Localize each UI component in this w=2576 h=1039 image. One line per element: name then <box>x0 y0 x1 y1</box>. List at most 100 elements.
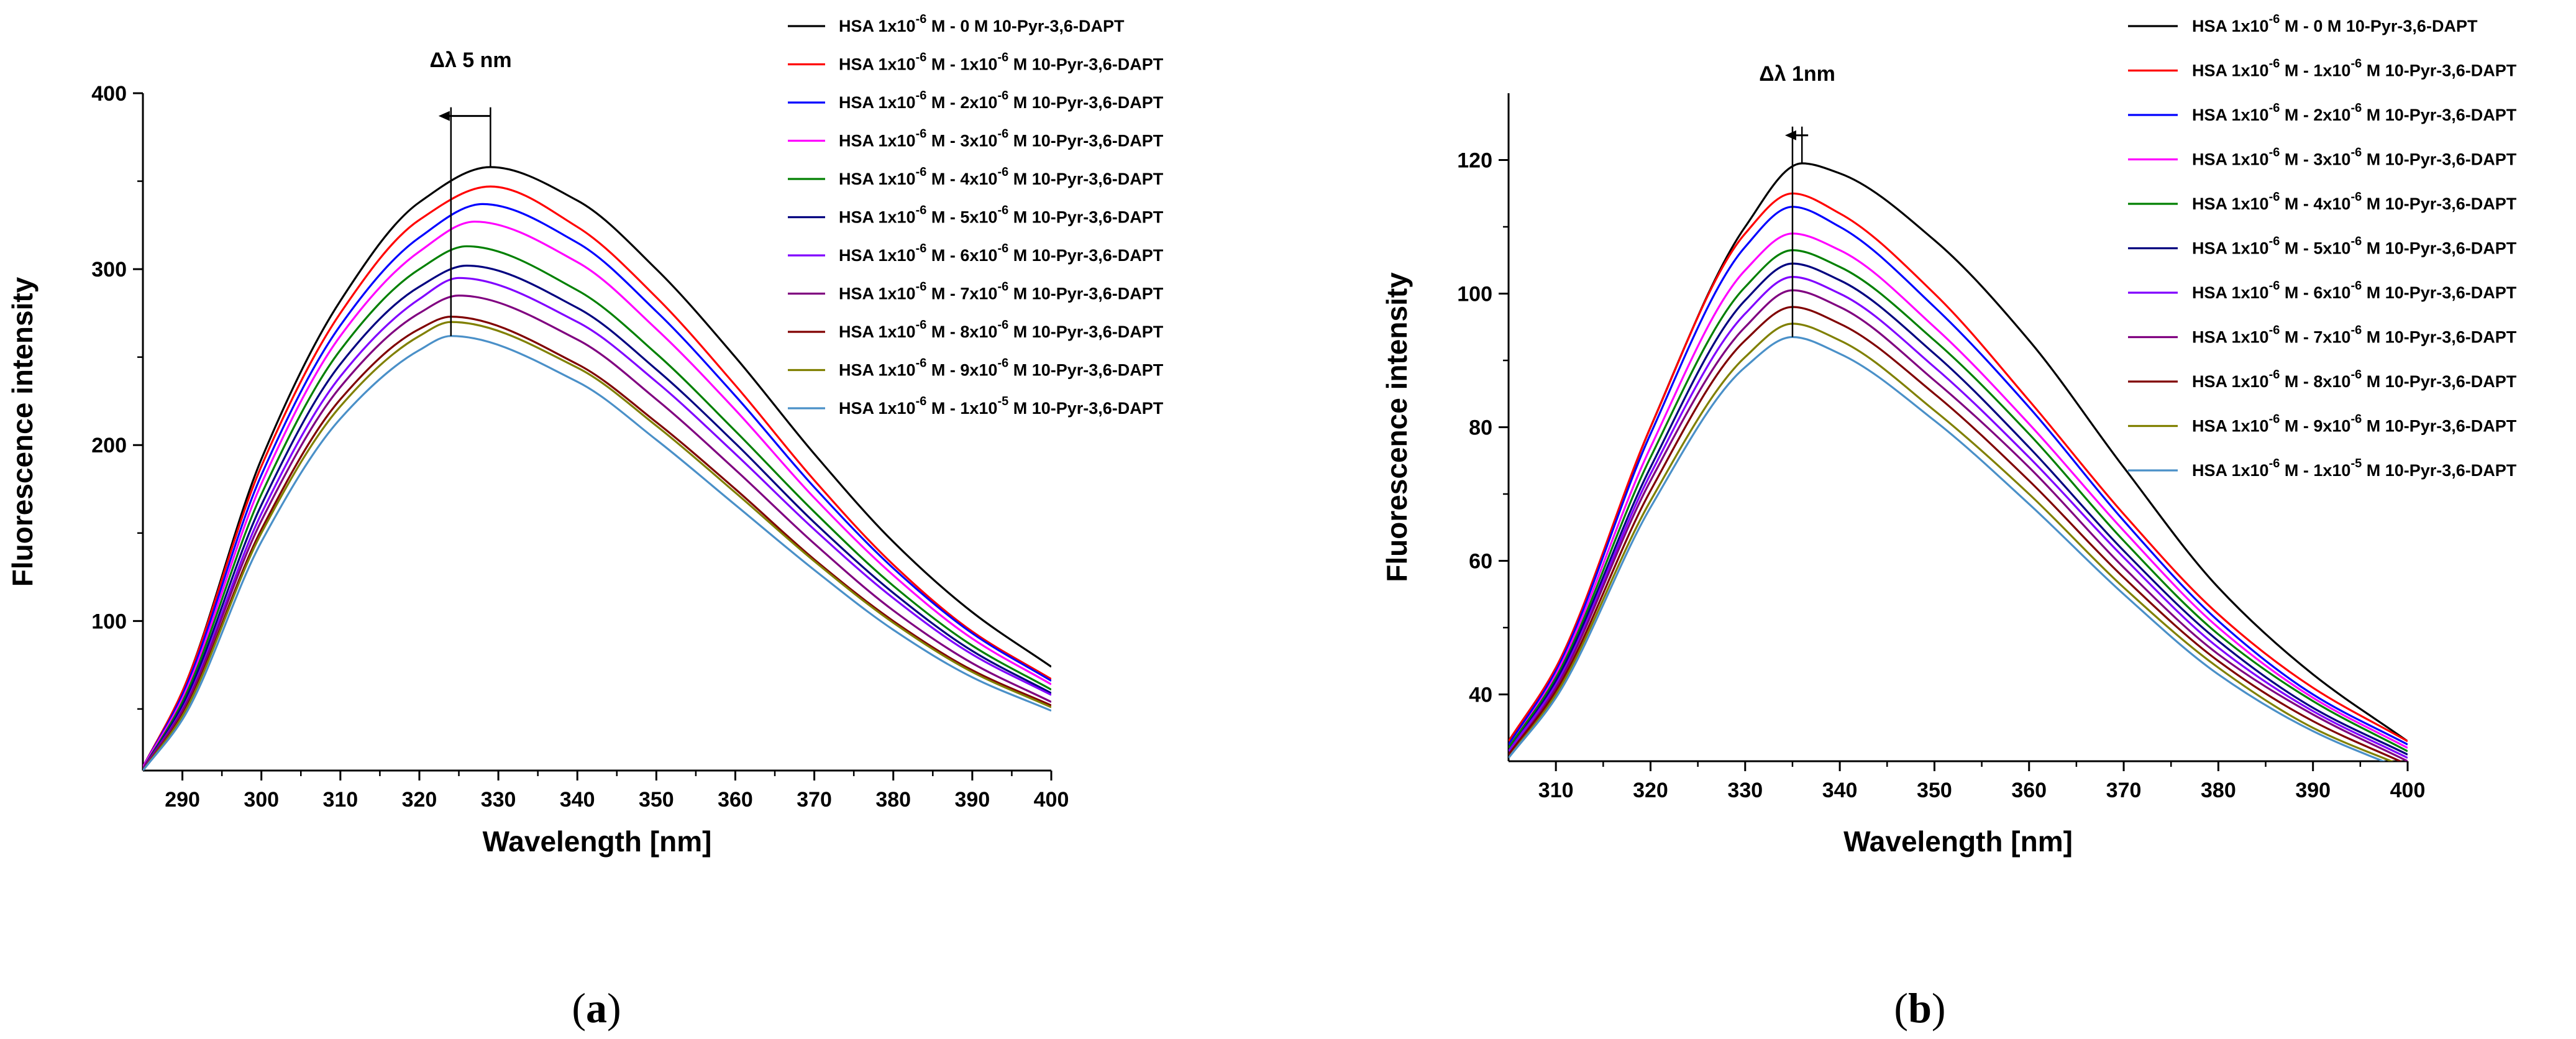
legend-exponent-a: -6 <box>916 51 927 65</box>
legend-label-a-5: HSA 1x10-6 M - 5x10-6 M 10-Pyr-3,6-DAPT <box>839 204 1164 227</box>
panel-label-letter-a: a <box>586 984 607 1032</box>
x-tick-label-b: 350 <box>1917 779 1952 802</box>
legend-text-part-a: M 10-Pyr-3,6-DAPT <box>1008 323 1164 341</box>
legend-label-a-4: HSA 1x10-6 M - 4x10-6 M 10-Pyr-3,6-DAPT <box>839 165 1164 188</box>
legend-text-part-a: M - 1x10 <box>926 399 997 418</box>
x-tick-label-b: 400 <box>2390 779 2426 802</box>
legend-text-part-b: M 10-Pyr-3,6-DAPT <box>2362 372 2517 391</box>
legend-text-part-b: M 10-Pyr-3,6-DAPT <box>2362 328 2517 347</box>
legend-exponent-a: -6 <box>916 318 927 332</box>
y-axis-title-b: Fluorescence intensity <box>1381 272 1413 582</box>
legend-text-part-b: HSA 1x10 <box>2192 106 2269 124</box>
legend-text-part-a: M - 5x10 <box>926 208 997 227</box>
legend-label-a-9: HSA 1x10-6 M - 9x10-6 M 10-Pyr-3,6-DAPT <box>839 357 1164 380</box>
legend-exponent-a: -6 <box>916 204 927 217</box>
x-tick-label-b: 360 <box>2011 779 2047 802</box>
series-line-a-7 <box>143 295 1051 770</box>
x-tick-label-a: 400 <box>1034 788 1069 812</box>
legend-exponent-b: -6 <box>2350 279 2362 293</box>
legend-label-b-3: HSA 1x10-6 M - 3x10-6 M 10-Pyr-3,6-DAPT <box>2192 146 2517 169</box>
legend-label-a-0: HSA 1x10-6 M - 0 M 10-Pyr-3,6-DAPT <box>839 12 1125 35</box>
series-line-b-7 <box>1509 289 2408 761</box>
x-tick-label-a: 320 <box>402 788 437 812</box>
legend-exponent-a: -6 <box>916 89 927 103</box>
legend-exponent-a: -6 <box>997 89 1008 103</box>
panel-label-a: (a) <box>572 984 621 1032</box>
x-tick-label-b: 320 <box>1633 779 1668 802</box>
series-line-a-9 <box>143 321 1051 771</box>
legend-text-part-a: HSA 1x10 <box>839 132 916 150</box>
legend-exponent-a: -6 <box>997 242 1008 255</box>
legend-text-part-b: HSA 1x10 <box>2192 372 2269 391</box>
panel-label-open-b: ( <box>1894 984 1908 1032</box>
legend-text-part-a: M - 7x10 <box>926 285 997 303</box>
y-tick-label-b: 60 <box>1469 550 1492 574</box>
legend-text-part-b: HSA 1x10 <box>2192 328 2269 347</box>
series-line-b-5 <box>1509 262 2408 756</box>
legend-text-part-a: HSA 1x10 <box>839 399 916 418</box>
legend-label-b-8: HSA 1x10-6 M - 8x10-6 M 10-Pyr-3,6-DAPT <box>2192 368 2517 391</box>
legend-exponent-b: -5 <box>2350 457 2362 470</box>
y-tick-label-b: 120 <box>1457 149 1492 173</box>
x-tick-label-b: 330 <box>1727 779 1763 802</box>
legend-exponent-b: -6 <box>2269 12 2280 26</box>
x-tick-label-a: 390 <box>955 788 990 812</box>
y-tick-label-a: 300 <box>91 258 127 281</box>
legend-exponent-a: -6 <box>916 12 927 26</box>
panel-label-letter-b: b <box>1908 984 1932 1032</box>
legend-text-part-a: M 10-Pyr-3,6-DAPT <box>1008 55 1164 74</box>
legend-exponent-b: -6 <box>2269 146 2280 160</box>
legend-text-part-a: HSA 1x10 <box>839 208 916 227</box>
legend-label-b-9: HSA 1x10-6 M - 9x10-6 M 10-Pyr-3,6-DAPT <box>2192 413 2517 436</box>
panel-a-chart: 290 300 310 320 330 340 350 360 370 380 390 400 100 2… <box>6 12 1164 1032</box>
legend-text-part-b: HSA 1x10 <box>2192 283 2269 302</box>
series-line-a-8 <box>143 316 1051 771</box>
legend-exponent-a: -6 <box>916 395 927 408</box>
legend-exponent-a: -6 <box>997 357 1008 370</box>
legend-text-part-b: M 10-Pyr-3,6-DAPT <box>2362 283 2517 302</box>
legend-text-part-a: M 10-Pyr-3,6-DAPT <box>1008 93 1164 112</box>
legend-text-part-b: HSA 1x10 <box>2192 195 2269 213</box>
panel-label-open-a: ( <box>572 984 586 1032</box>
y-tick-label-a: 200 <box>91 434 127 457</box>
legend-label-b-10: HSA 1x10-6 M - 1x10-5 M 10-Pyr-3,6-DAPT <box>2192 457 2517 480</box>
legend-exponent-b: -6 <box>2350 413 2362 426</box>
legend-text-part-b: HSA 1x10 <box>2192 239 2269 258</box>
legend-exponent-b: -6 <box>2350 190 2362 204</box>
x-axis-title-a: Wavelength [nm] <box>483 825 712 858</box>
series-line-a-6 <box>143 277 1051 770</box>
y-tick-label-a: 100 <box>91 610 127 633</box>
legend-exponent-b: -6 <box>2350 324 2362 337</box>
legend-text-part-a: M - 6x10 <box>926 246 997 265</box>
legend-text-part-a: M 10-Pyr-3,6-DAPT <box>1008 361 1164 380</box>
x-tick-label-a: 310 <box>322 788 358 812</box>
series-line-b-6 <box>1509 276 2408 759</box>
legend-exponent-a: -6 <box>916 357 927 370</box>
legend-text-part-b: M - 3x10 <box>2280 150 2350 169</box>
legend-text-part-b: M 10-Pyr-3,6-DAPT <box>2362 417 2517 436</box>
legend-label-b-2: HSA 1x10-6 M - 2x10-6 M 10-Pyr-3,6-DAPT <box>2192 101 2517 124</box>
legend-text-part-a: HSA 1x10 <box>839 246 916 265</box>
legend-exponent-a: -6 <box>997 127 1008 141</box>
series-line-a-10 <box>143 335 1051 771</box>
x-tick-label-b: 380 <box>2201 779 2236 802</box>
legend-text-part-a: M 10-Pyr-3,6-DAPT <box>1008 246 1164 265</box>
legend-label-b-6: HSA 1x10-6 M - 6x10-6 M 10-Pyr-3,6-DAPT <box>2192 279 2517 302</box>
legend-exponent-a: -6 <box>916 242 927 255</box>
x-tick-label-a: 340 <box>560 788 595 812</box>
legend-exponent-b: -6 <box>2269 235 2280 249</box>
legend-text-part-b: HSA 1x10 <box>2192 150 2269 169</box>
legend-text-part-a: M 10-Pyr-3,6-DAPT <box>1008 285 1164 303</box>
legend-text-part-a: HSA 1x10 <box>839 93 916 112</box>
legend-exponent-b: -6 <box>2350 101 2362 115</box>
series-line-a-1 <box>143 185 1051 768</box>
series-line-a-3 <box>143 221 1051 768</box>
annotation-arrow-head-b <box>1784 130 1796 140</box>
legend-text-part-b: M - 6x10 <box>2280 283 2350 302</box>
legend-text-part-b: M 10-Pyr-3,6-DAPT <box>2362 239 2517 258</box>
series-line-b-10 <box>1509 336 2386 761</box>
series-line-b-2 <box>1509 206 2408 746</box>
legend-text-part-a: M - 3x10 <box>926 132 997 150</box>
legend-exponent-a: -6 <box>997 51 1008 65</box>
